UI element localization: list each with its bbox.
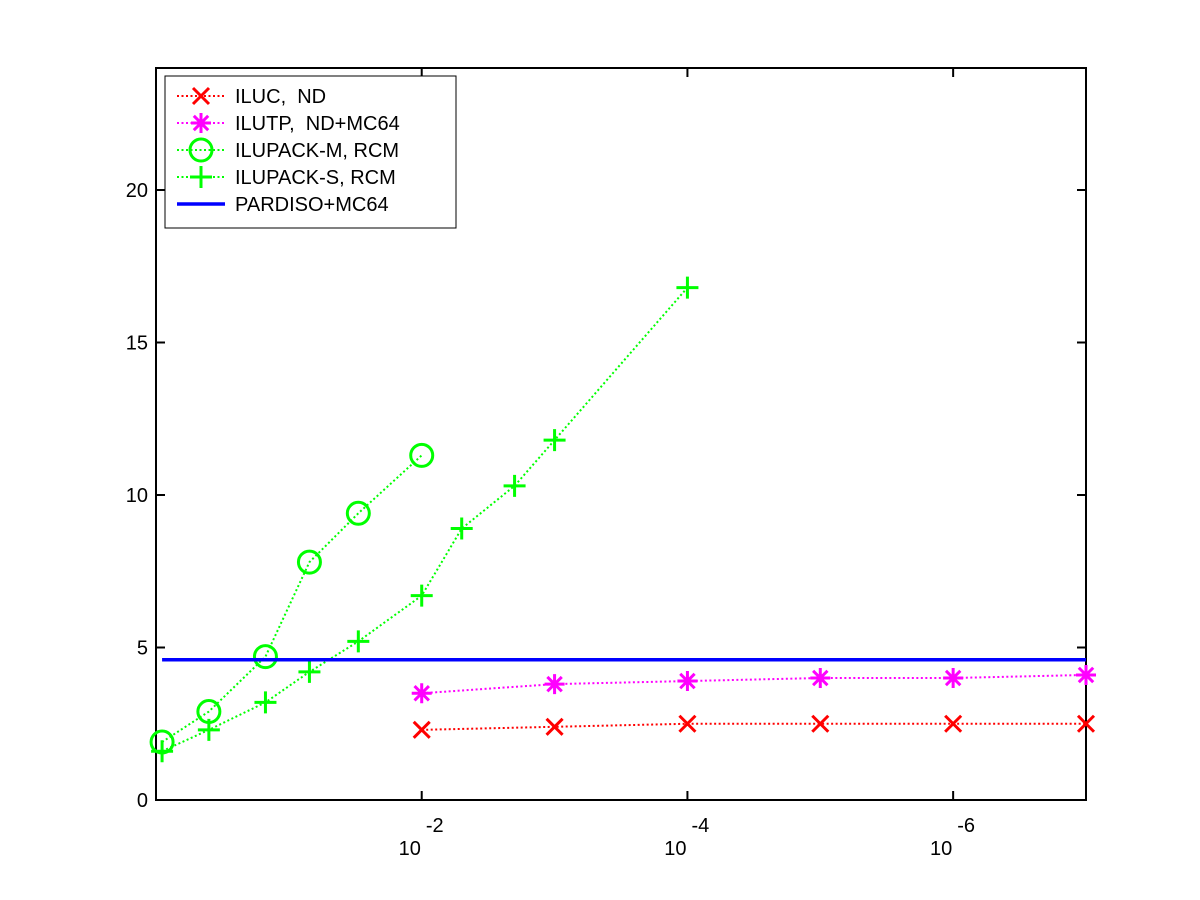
- data-point-marker: [545, 717, 564, 736]
- data-point-marker: [347, 630, 370, 653]
- legend-label: ILUPACK-M, RCM: [235, 140, 399, 162]
- x-tick-exponent: -6: [957, 815, 975, 837]
- data-point-marker: [450, 517, 473, 540]
- legend-label: ILUC, ND: [235, 86, 326, 108]
- data-point-marker: [811, 714, 830, 733]
- x-tick-exponent: -2: [426, 815, 444, 837]
- data-point-marker: [544, 674, 565, 695]
- data-point-marker: [345, 500, 371, 526]
- data-point-marker: [410, 584, 433, 607]
- y-tick-label: 0: [137, 790, 148, 812]
- series-0: [412, 714, 1096, 739]
- series-3: [151, 276, 699, 763]
- x-tick-base: 10: [664, 838, 686, 860]
- legend-label: ILUTP, ND+MC64: [235, 113, 400, 135]
- data-point-marker: [252, 644, 278, 670]
- data-point-marker: [943, 668, 964, 688]
- data-point-marker: [197, 718, 220, 741]
- legend-label: PARDISO+MC64: [235, 194, 389, 216]
- legend-swatch-marker: [191, 113, 211, 133]
- series-layer: [149, 276, 1096, 763]
- data-point-marker: [810, 668, 831, 688]
- series-line: [161, 454, 423, 743]
- data-point-marker: [676, 276, 699, 299]
- y-tick-label: 10: [126, 485, 148, 507]
- data-point-marker: [1076, 664, 1096, 685]
- x-tick-base: 10: [399, 838, 421, 860]
- series-line: [421, 722, 1086, 731]
- data-point-marker: [677, 671, 698, 692]
- legend-item: ILUTP, ND+MC64: [177, 113, 400, 135]
- x-tick-exponent: -4: [692, 815, 710, 837]
- data-point-marker: [298, 660, 321, 683]
- series-line: [161, 286, 689, 753]
- legend-swatch-marker: [190, 166, 212, 188]
- legend-swatch-marker: [191, 86, 211, 106]
- data-point-marker: [944, 714, 963, 733]
- legend-label: ILUPACK-S, RCM: [235, 167, 396, 189]
- data-point-marker: [409, 442, 435, 468]
- data-point-marker: [151, 740, 174, 763]
- data-point-marker: [503, 474, 526, 497]
- legend-swatch-marker: [188, 137, 214, 163]
- x-tick-base: 10: [930, 838, 952, 860]
- data-point-marker: [1076, 714, 1096, 733]
- legend-item: ILUPACK-S, RCM: [177, 166, 396, 189]
- legend-item: ILUC, ND: [177, 86, 326, 108]
- legend-item: PARDISO+MC64: [177, 194, 389, 216]
- y-tick-label: 5: [137, 638, 148, 660]
- data-point-marker: [254, 691, 277, 714]
- y-tick-label: 15: [126, 333, 148, 355]
- y-tick-label: 20: [126, 180, 148, 202]
- legend-item: ILUPACK-M, RCM: [177, 137, 399, 163]
- series-1: [411, 664, 1096, 704]
- data-point-marker: [412, 720, 431, 739]
- legend: ILUC, ND ILUTP, ND+MC64 ILUPACK-M, RCM ILUP…: [164, 75, 457, 229]
- data-point-marker: [543, 429, 566, 452]
- data-point-marker: [678, 714, 697, 733]
- data-point-marker: [411, 683, 432, 704]
- data-point-marker: [296, 549, 322, 575]
- series-line: [421, 673, 1087, 695]
